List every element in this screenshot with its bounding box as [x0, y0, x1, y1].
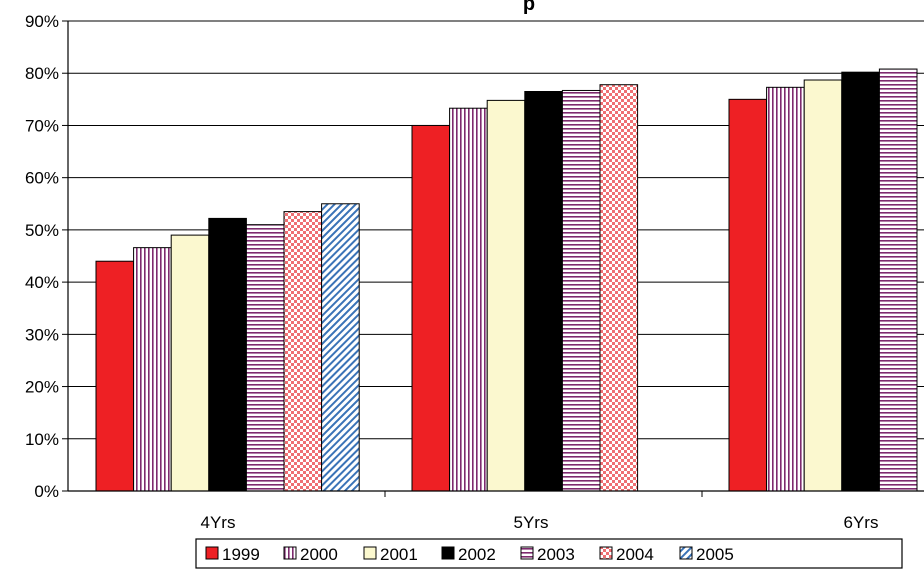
x-category-label: 5Yrs [514, 513, 549, 532]
bar-6Yrs-1999 [728, 98, 768, 492]
bar-5Yrs-1999 [411, 124, 451, 492]
legend-frame [195, 538, 903, 569]
legend: 1999 2000 2001 2002 2003 2004 2005 [195, 538, 903, 569]
bar-5Yrs-2004 [599, 84, 639, 492]
y-tick-label: 60% [25, 169, 59, 188]
bar-5Yrs-2003 [561, 89, 601, 492]
legend-label-1999: 1999 [222, 545, 260, 564]
legend-swatch-2005 [679, 546, 693, 560]
y-tick-label: 20% [25, 378, 59, 397]
chart-title-fragment: p [523, 0, 535, 15]
y-tick-label: 40% [25, 273, 59, 292]
bar-6Yrs-2003 [878, 68, 918, 492]
legend-label-2001: 2001 [380, 545, 418, 564]
legend-label-2004: 2004 [616, 545, 654, 564]
legend-swatch-2004 [599, 546, 613, 560]
y-tick-label: 70% [25, 116, 59, 135]
bars [95, 68, 918, 492]
x-category-labels: 4Yrs 5Yrs 6Yrs [201, 513, 879, 532]
bar-4Yrs-2004 [283, 211, 323, 492]
legend-label-2005: 2005 [696, 545, 734, 564]
bar-6Yrs-2000 [766, 86, 805, 492]
legend-swatch-2000 [283, 546, 297, 560]
bar-4Yrs-2003 [245, 224, 285, 492]
bar-5Yrs-2002 [524, 91, 563, 492]
x-category-label: 6Yrs [844, 513, 879, 532]
legend-swatch-1999 [205, 546, 219, 560]
legend-label-2000: 2000 [300, 545, 338, 564]
legend-label-2003: 2003 [537, 545, 575, 564]
bar-6Yrs-2001 [803, 79, 843, 492]
axes [62, 20, 924, 497]
y-tick-labels: 0% 10% 20% 30% 40% 50% 60% 70% 80% 90% [25, 12, 59, 501]
x-category-label: 4Yrs [201, 513, 236, 532]
bar-6Yrs-2002 [841, 71, 880, 492]
bar-4Yrs-1999 [95, 260, 135, 492]
legend-swatch-2001 [363, 546, 377, 560]
legend-label-2002: 2002 [458, 545, 496, 564]
legend-swatch-2002 [441, 546, 455, 560]
y-tick-label: 80% [25, 64, 59, 83]
bar-4Yrs-2005 [321, 203, 360, 492]
y-tick-label: 90% [25, 12, 59, 31]
bar-5Yrs-2000 [449, 107, 488, 492]
y-tick-label: 50% [25, 221, 59, 240]
bar-4Yrs-2000 [133, 247, 172, 492]
bar-4Yrs-2001 [170, 234, 210, 492]
y-tick-label: 10% [25, 430, 59, 449]
legend-swatch-2003 [520, 546, 534, 560]
y-tick-label: 30% [25, 325, 59, 344]
y-tick-label: 0% [34, 482, 59, 501]
bar-4Yrs-2002 [208, 217, 247, 492]
bar-5Yrs-2001 [486, 99, 526, 492]
